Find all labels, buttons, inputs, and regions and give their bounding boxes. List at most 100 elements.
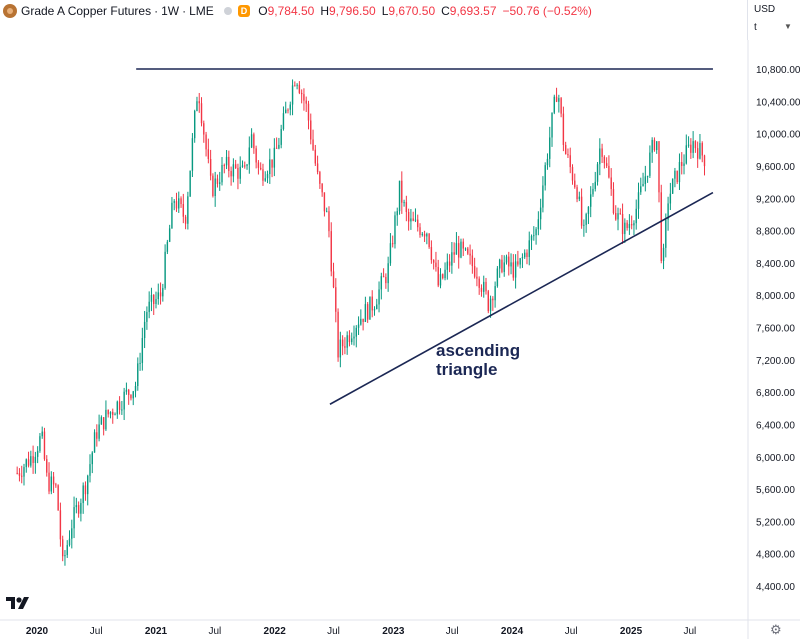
candle-body (649, 152, 651, 176)
candle-body (608, 165, 610, 178)
candle-body (303, 94, 305, 101)
price-axis-label: 10,000.00 (756, 130, 800, 141)
candle-body (57, 485, 59, 511)
candle-body (32, 456, 34, 463)
candle-body (282, 113, 285, 130)
candle-body (219, 182, 221, 184)
candle-body (48, 472, 50, 492)
candle-body (530, 235, 533, 241)
candle-body (512, 262, 515, 278)
candle-body (298, 84, 301, 93)
candle-body (448, 261, 451, 266)
candle-body (159, 292, 162, 297)
currency-button[interactable]: USD (754, 4, 776, 15)
candle-body (39, 436, 41, 451)
candle-body (423, 233, 426, 237)
candle-body (391, 243, 394, 245)
candle-body (173, 201, 175, 203)
candle-body (337, 311, 339, 358)
unit-button[interactable]: t (754, 22, 757, 33)
price-axis-label: 4,800.00 (756, 550, 795, 561)
candle-body (157, 292, 159, 300)
candle-body (578, 196, 581, 200)
candle-body (146, 312, 148, 322)
candle-body (583, 224, 585, 226)
candle-body (250, 134, 253, 148)
candle-body (332, 271, 335, 288)
support-line (329, 191, 714, 405)
chart-header: Grade A Copper Futures · 1W · LME D O 9,7… (0, 0, 740, 22)
candle-body (640, 186, 642, 193)
candle-body (642, 183, 644, 187)
candle-body (262, 169, 264, 181)
candle-body (453, 252, 455, 255)
time-axis-label: Jul (208, 626, 221, 637)
interval-label[interactable]: 1W (161, 4, 180, 18)
candle-body (114, 414, 116, 416)
candle-body (280, 129, 282, 145)
candle-body (510, 262, 512, 267)
candle-body (132, 391, 134, 399)
candle-body (421, 233, 423, 235)
candle-body (587, 206, 590, 215)
candle-body (378, 289, 380, 305)
candle-body (351, 338, 353, 343)
candle-body (91, 452, 93, 465)
copper-symbol-icon (3, 4, 17, 18)
candle-body (125, 389, 128, 392)
candle-body (539, 207, 542, 220)
candle-body (576, 187, 578, 200)
candle-body (451, 252, 453, 266)
candle-body (385, 277, 387, 284)
candle-body (658, 141, 660, 193)
candle-body (617, 213, 619, 220)
candle-body (264, 178, 266, 181)
chevron-down-icon[interactable]: ▼ (784, 22, 792, 31)
candle-body (80, 503, 82, 514)
candle-body (701, 143, 703, 156)
candle-body (412, 218, 414, 221)
candle-body (73, 507, 75, 529)
time-axis-label: 2021 (145, 626, 168, 637)
price-axis-label: 7,200.00 (756, 356, 795, 367)
tradingview-logo-icon[interactable] (6, 596, 30, 615)
annotation-text: ascending (436, 341, 520, 360)
delay-badge[interactable]: D (237, 5, 251, 17)
candle-body (127, 389, 130, 395)
candle-body (18, 473, 21, 476)
candle-body (100, 417, 103, 425)
candle-body (373, 309, 376, 311)
candle-body (23, 467, 25, 477)
candle-body (287, 109, 289, 111)
candle-body (621, 213, 624, 235)
candle-body (492, 298, 494, 301)
symbol-title[interactable]: Grade A Copper Futures (21, 4, 152, 18)
candle-body (703, 155, 706, 167)
candle-body (296, 84, 298, 86)
candle-body (278, 144, 280, 149)
candle-body (248, 147, 251, 165)
price-axis-label: 9,200.00 (756, 194, 795, 205)
candle-body (439, 274, 442, 286)
candle-body (244, 165, 246, 167)
candle-body (651, 139, 653, 153)
exchange-label: LME (189, 4, 214, 18)
candle-body (460, 241, 462, 258)
candle-body (357, 324, 360, 328)
candle-body (257, 162, 260, 168)
candle-body (189, 170, 191, 197)
candle-body (478, 278, 480, 288)
candle-body (635, 208, 637, 224)
candle-body (305, 100, 307, 104)
candle-body (214, 178, 216, 196)
time-axis-label: Jul (327, 626, 340, 637)
candle-body (549, 137, 551, 159)
candle-body (419, 227, 421, 235)
candle-body (508, 256, 510, 267)
candle-body (405, 202, 408, 212)
candle-body (362, 318, 364, 322)
gear-icon[interactable]: ⚙ (770, 622, 782, 637)
candle-body (364, 304, 367, 322)
candle-body (246, 164, 248, 166)
